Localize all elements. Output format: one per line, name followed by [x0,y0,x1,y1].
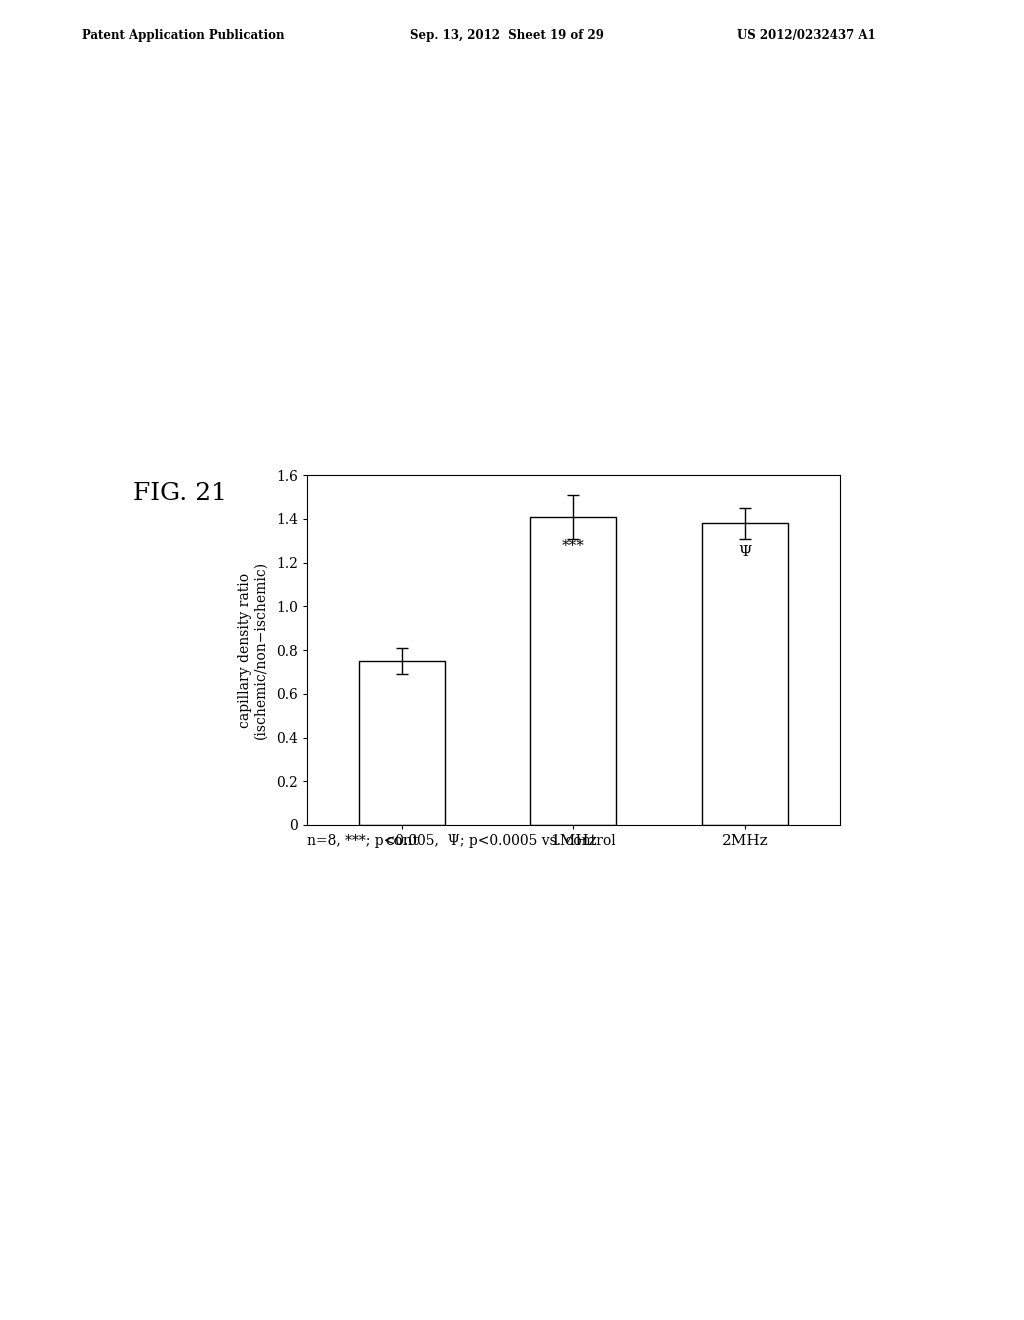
Text: ***: *** [562,539,585,553]
Text: n=8, ***; p<0.005,  Ψ; p<0.0005 vs. control: n=8, ***; p<0.005, Ψ; p<0.0005 vs. contr… [307,834,616,849]
Text: Patent Application Publication: Patent Application Publication [82,29,285,42]
Bar [702,523,788,825]
Text: Ψ: Ψ [738,545,752,560]
Text: Sep. 13, 2012  Sheet 19 of 29: Sep. 13, 2012 Sheet 19 of 29 [410,29,603,42]
Bar [358,661,444,825]
Y-axis label: capillary density ratio
(ischemic/non−ischemic): capillary density ratio (ischemic/non−is… [238,561,268,739]
Bar [530,516,616,825]
Text: US 2012/0232437 A1: US 2012/0232437 A1 [737,29,876,42]
Text: FIG. 21: FIG. 21 [133,482,227,504]
